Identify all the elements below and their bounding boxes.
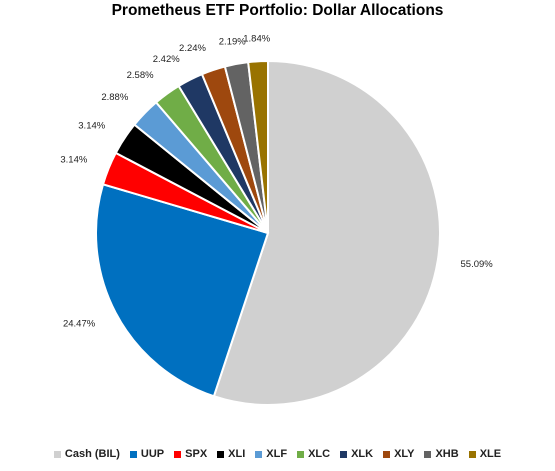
legend-swatch bbox=[468, 450, 476, 458]
data-label-xli: 3.14% bbox=[78, 121, 105, 132]
data-label-xlc: 2.58% bbox=[127, 70, 154, 81]
pie-slice-xle bbox=[247, 59, 269, 234]
legend-label: XHB bbox=[435, 448, 459, 460]
data-label-uup: 24.47% bbox=[63, 318, 96, 329]
legend-swatch bbox=[129, 450, 137, 458]
chart-title: Prometheus ETF Portfolio: Dollar Allocat… bbox=[111, 2, 444, 19]
legend-label: Cash (BIL) bbox=[64, 448, 120, 460]
legend-item-cash-bil: Cash (BIL) bbox=[53, 448, 120, 460]
legend-item-xlk: XLK bbox=[340, 448, 373, 460]
pie-slice-cash-bil bbox=[212, 59, 441, 406]
legend-label: XLC bbox=[308, 448, 331, 460]
legend-swatch bbox=[174, 450, 182, 458]
legend-label: XLI bbox=[228, 448, 246, 460]
legend-swatch bbox=[297, 450, 305, 458]
data-label-xly: 2.24% bbox=[179, 43, 206, 54]
legend-item-xlf: XLF bbox=[255, 448, 287, 460]
legend-label: XLY bbox=[394, 448, 415, 460]
legend-label: XLF bbox=[266, 448, 288, 460]
legend-item-xhb: XHB bbox=[424, 448, 459, 460]
legend-swatch bbox=[217, 450, 225, 458]
chart-legend: Cash (BIL) UUP SPX XLI XLF XLC XLK XLY XHB XLE bbox=[0, 448, 555, 460]
legend-label: XLK bbox=[351, 448, 374, 460]
data-label-xhb: 2.19% bbox=[219, 36, 246, 47]
legend-label: XLE bbox=[479, 448, 502, 460]
legend-item-xlc: XLC bbox=[297, 448, 330, 460]
data-label-xle: 1.84% bbox=[243, 33, 270, 44]
legend-swatch bbox=[340, 450, 348, 458]
data-label-spx: 3.14% bbox=[60, 155, 87, 166]
legend-item-spx: SPX bbox=[174, 448, 207, 460]
pie-slice-uup bbox=[95, 183, 270, 398]
legend-item-xly: XLY bbox=[383, 448, 414, 460]
legend-swatch bbox=[255, 450, 263, 458]
data-label-cash-bil: 55.09% bbox=[461, 259, 494, 270]
legend-item-uup: UUP bbox=[129, 448, 165, 460]
legend-swatch bbox=[383, 450, 391, 458]
legend-label: UUP bbox=[140, 448, 165, 460]
legend-label: SPX bbox=[185, 448, 208, 460]
legend-swatch bbox=[53, 450, 61, 458]
legend-item-xle: XLE bbox=[468, 448, 502, 460]
legend-swatch bbox=[424, 450, 432, 458]
data-label-xlf: 2.88% bbox=[101, 92, 128, 103]
legend-item-xli: XLI bbox=[217, 448, 245, 460]
data-label-xlk: 2.42% bbox=[153, 54, 180, 65]
